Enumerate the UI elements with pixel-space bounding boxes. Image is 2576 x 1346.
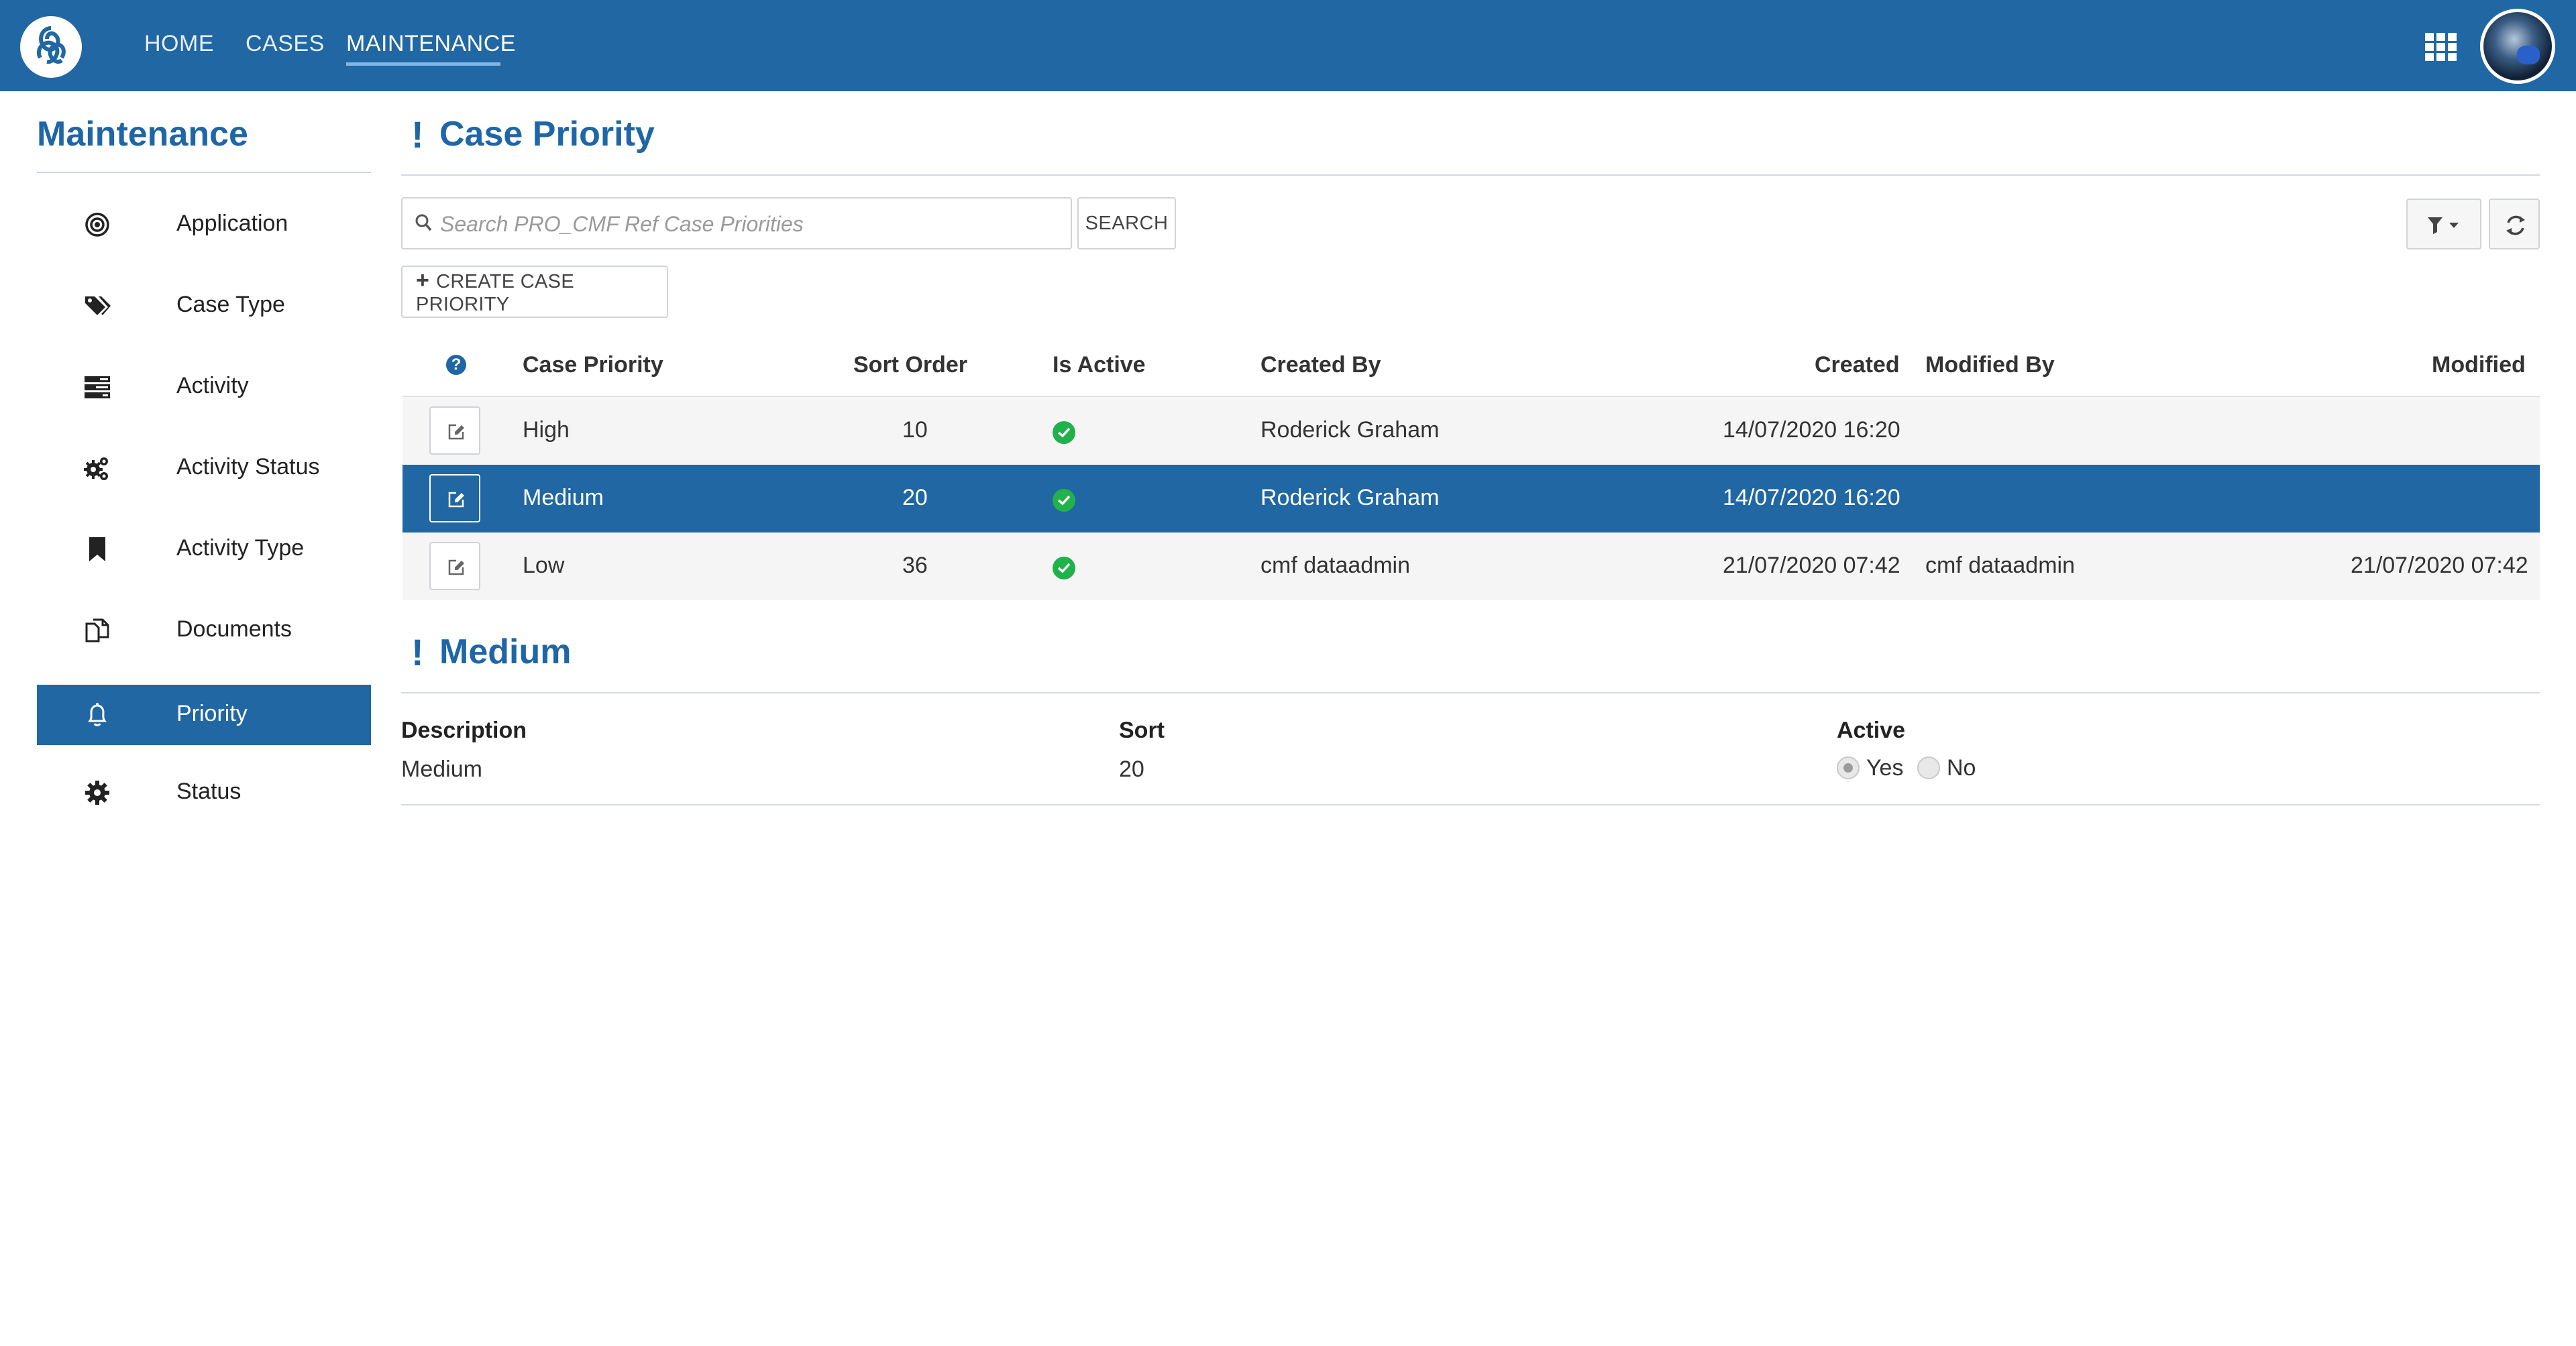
cell-created: 14/07/2020 16:20 bbox=[1723, 417, 1900, 443]
sidebar-item-activity[interactable]: Activity bbox=[37, 357, 371, 417]
sidebar-item-label: Priority bbox=[176, 701, 248, 726]
sidebar-item-label: Status bbox=[176, 779, 241, 804]
top-navigation-bar: HOME CASES MAINTENANCE bbox=[0, 0, 2576, 91]
cell-modified: 21/07/2020 07:42 bbox=[2351, 553, 2528, 578]
sidebar-title: Maintenance bbox=[37, 115, 248, 154]
column-header-created[interactable]: Created bbox=[1815, 352, 1900, 378]
column-header-modified[interactable]: Modified bbox=[2432, 352, 2526, 378]
app-logo[interactable] bbox=[20, 16, 82, 78]
search-button[interactable]: SEARCH bbox=[1077, 197, 1176, 249]
sidebar-item-priority[interactable]: Priority bbox=[37, 685, 371, 745]
cell-sort-order: 20 bbox=[902, 485, 928, 510]
cell-case-priority: Low bbox=[523, 553, 565, 578]
search-input[interactable] bbox=[440, 208, 1057, 240]
active-check-icon bbox=[1053, 489, 1075, 512]
table-row-selected[interactable]: Medium 20 Roderick Graham 14/07/2020 16:… bbox=[402, 465, 2540, 532]
cell-created-by: Roderick Graham bbox=[1260, 417, 1440, 443]
bell-icon bbox=[84, 702, 111, 728]
create-button-label: CREATE CASE PRIORITY bbox=[416, 271, 574, 315]
cell-created-by: Roderick Graham bbox=[1260, 485, 1440, 510]
active-yes-radio[interactable] bbox=[1837, 756, 1860, 779]
tasks-icon bbox=[84, 374, 111, 400]
cell-sort-order: 36 bbox=[902, 553, 928, 578]
page-title: Case Priority bbox=[439, 115, 655, 154]
nav-active-indicator bbox=[346, 62, 500, 66]
bookmark-icon bbox=[84, 536, 111, 563]
sidebar-item-label: Documents bbox=[176, 616, 292, 642]
search-icon bbox=[415, 214, 432, 231]
column-header-is-active[interactable]: Is Active bbox=[1053, 352, 1146, 378]
nav-cases[interactable]: CASES bbox=[246, 31, 325, 56]
edit-button[interactable] bbox=[429, 474, 480, 522]
nav-home[interactable]: HOME bbox=[144, 31, 214, 56]
active-check-icon bbox=[1053, 557, 1075, 579]
column-header-modified-by[interactable]: Modified By bbox=[1925, 352, 2055, 378]
detail-title: Medium bbox=[439, 632, 572, 671]
cell-created: 21/07/2020 07:42 bbox=[1723, 553, 1900, 578]
cell-sort-order: 10 bbox=[902, 417, 928, 443]
cell-case-priority: High bbox=[523, 417, 570, 443]
detail-title-divider bbox=[401, 692, 2540, 693]
user-avatar[interactable] bbox=[2480, 9, 2555, 84]
active-check-icon bbox=[1053, 421, 1075, 444]
table-row[interactable]: High 10 Roderick Graham 14/07/2020 16:20 bbox=[402, 397, 2540, 465]
sidebar-item-activity-status[interactable]: Activity Status bbox=[37, 438, 371, 498]
refresh-icon bbox=[2506, 215, 2525, 235]
cell-modified-by: cmf dataadmin bbox=[1925, 553, 2075, 578]
table-row[interactable]: Low 36 cmf dataadmin 21/07/2020 07:42 cm… bbox=[402, 532, 2540, 600]
filter-icon bbox=[2428, 217, 2459, 234]
sidebar-item-status[interactable]: Status bbox=[37, 763, 371, 823]
table-header-divider bbox=[402, 396, 2540, 397]
edit-icon bbox=[448, 424, 464, 440]
column-header-created-by[interactable]: Created By bbox=[1260, 352, 1381, 378]
edit-icon bbox=[448, 492, 464, 508]
description-value: Medium bbox=[401, 756, 482, 782]
cell-created: 14/07/2020 16:20 bbox=[1723, 485, 1900, 510]
target-icon bbox=[84, 211, 111, 238]
cell-created-by: cmf dataadmin bbox=[1260, 553, 1410, 578]
nav-maintenance[interactable]: MAINTENANCE bbox=[346, 31, 516, 56]
column-header-sort-order[interactable]: Sort Order bbox=[853, 352, 968, 378]
apps-grid-icon[interactable] bbox=[2424, 32, 2459, 62]
description-label: Description bbox=[401, 718, 527, 743]
sidebar-item-label: Application bbox=[176, 211, 288, 236]
sidebar-item-label: Activity Status bbox=[176, 454, 320, 480]
create-case-priority-button[interactable]: + CREATE CASE PRIORITY bbox=[401, 266, 668, 318]
sort-label: Sort bbox=[1119, 718, 1165, 743]
title-divider bbox=[401, 174, 2540, 176]
sidebar-divider bbox=[37, 172, 371, 173]
sort-value: 20 bbox=[1119, 756, 1144, 782]
sidebar-item-application[interactable]: Application bbox=[37, 194, 371, 255]
search-box bbox=[401, 197, 1072, 249]
column-header-case-priority[interactable]: Case Priority bbox=[523, 352, 663, 378]
detail-exclamation-icon: ! bbox=[411, 631, 424, 673]
sidebar-item-label: Activity Type bbox=[176, 535, 305, 561]
detail-bottom-divider bbox=[401, 804, 2540, 805]
edit-icon bbox=[448, 559, 464, 575]
cell-case-priority: Medium bbox=[523, 485, 604, 510]
active-yes-label: Yes bbox=[1866, 755, 1904, 781]
active-label: Active bbox=[1837, 718, 1906, 743]
documents-icon bbox=[84, 617, 111, 644]
sidebar-item-documents[interactable]: Documents bbox=[37, 600, 371, 661]
edit-button[interactable] bbox=[429, 406, 480, 455]
refresh-button[interactable] bbox=[2489, 199, 2540, 249]
active-no-radio[interactable] bbox=[1917, 756, 1940, 779]
cogs-icon bbox=[84, 455, 111, 482]
sidebar-item-label: Case Type bbox=[176, 292, 285, 317]
tags-icon bbox=[84, 292, 111, 319]
sidebar-item-case-type[interactable]: Case Type bbox=[37, 276, 371, 336]
priority-exclamation-icon: ! bbox=[411, 113, 424, 156]
help-icon[interactable]: ? bbox=[446, 355, 466, 375]
active-no-label: No bbox=[1947, 755, 1976, 781]
sidebar-item-activity-type[interactable]: Activity Type bbox=[37, 519, 371, 579]
sidebar-item-label: Activity bbox=[176, 373, 249, 398]
gear-icon bbox=[84, 779, 111, 806]
plus-icon: + bbox=[416, 268, 430, 293]
edit-button[interactable] bbox=[429, 542, 480, 590]
filter-dropdown-button[interactable] bbox=[2406, 199, 2481, 249]
